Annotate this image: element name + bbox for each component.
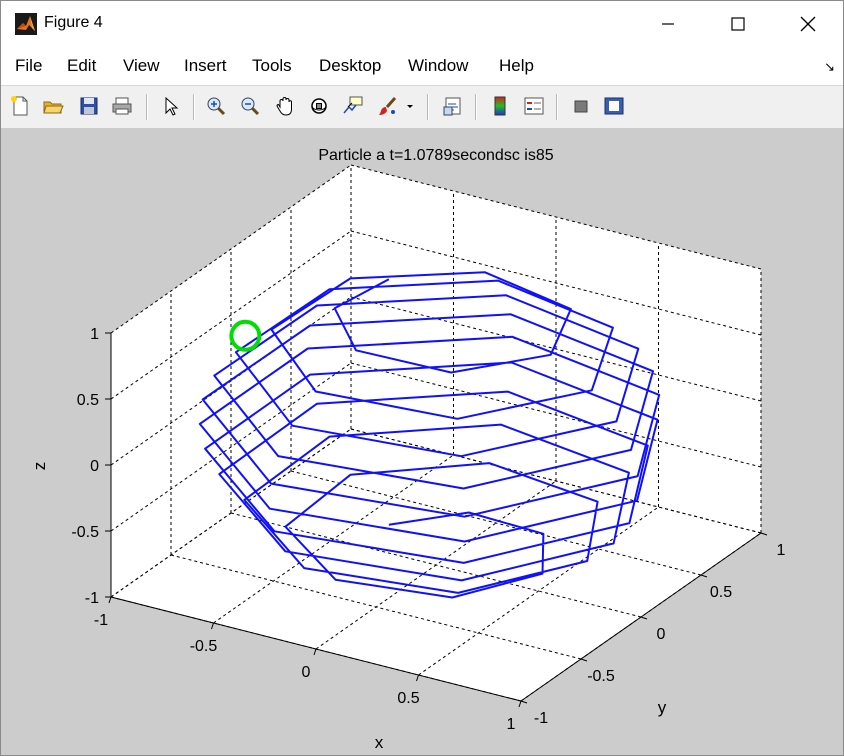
maximize-button[interactable] — [703, 1, 773, 47]
tick-labels: -1 -0.5 0 0.5 1 -1 -0.5 0 0.5 1 -1 -0.5 0 0.5 1 — [71, 326, 785, 733]
zoom-out-icon[interactable] — [237, 92, 263, 120]
grid-line — [418, 506, 659, 676]
legend-icon[interactable] — [521, 92, 547, 120]
maximize-icon — [731, 17, 745, 31]
z-tick-label: 1 — [90, 326, 99, 343]
menu-window[interactable]: Window — [408, 56, 469, 75]
rotate-3d-icon[interactable] — [306, 92, 332, 120]
grid-line — [350, 164, 762, 270]
x-tick-label: -1 — [94, 612, 108, 629]
y-tick-mark — [580, 658, 588, 662]
y-tick-mark — [700, 574, 708, 578]
y-tick-mark — [760, 532, 768, 536]
z-tick-label: 0.5 — [77, 392, 99, 409]
grid-line — [290, 470, 702, 576]
plot-3d-axes[interactable]: Particle a t=1.0789secondsc is85 -1 -0.5 0… — [1, 128, 843, 755]
colorbar-icon[interactable] — [487, 92, 513, 120]
print-icon[interactable] — [109, 92, 135, 120]
close-button[interactable] — [773, 1, 843, 47]
particle-marker-circle — [229, 319, 262, 352]
x-axis-label: x — [375, 733, 384, 752]
menu-desktop[interactable]: Desktop — [319, 56, 382, 75]
menu-help[interactable]: Help — [499, 56, 534, 75]
y-tick-label: 0 — [657, 626, 666, 643]
hide-plot-tools-icon[interactable] — [568, 92, 594, 120]
y-tick-mark — [520, 700, 528, 704]
menu-bar: File Edit View Insert Tools Desktop Wind… — [1, 47, 843, 85]
select-arrow-icon[interactable] — [158, 92, 184, 120]
dock-figure-icon[interactable]: ↘ — [824, 59, 835, 74]
data-cursor-icon[interactable] — [340, 92, 366, 120]
x-tick-label: 1 — [507, 716, 516, 733]
z-tick-label: -0.5 — [71, 524, 99, 541]
zoom-in-icon[interactable] — [203, 92, 229, 120]
y-tick-mark — [640, 616, 648, 620]
y-tick-label: 1 — [777, 542, 786, 559]
x-tick-mark — [108, 596, 112, 604]
x-tick-mark — [211, 622, 214, 630]
menu-tools[interactable]: Tools — [252, 56, 292, 75]
open-file-icon[interactable] — [40, 92, 66, 120]
grid-line — [350, 230, 762, 336]
y-axis-label: y — [658, 698, 667, 717]
grid-line — [110, 230, 352, 400]
brush-dropdown-icon[interactable] — [403, 92, 417, 120]
show-plot-tools-icon[interactable] — [601, 92, 627, 120]
save-icon[interactable] — [76, 92, 102, 120]
grid-line — [230, 512, 642, 618]
plot-title: Particle a t=1.0789secondsc is85 — [318, 147, 553, 164]
trajectory — [198, 271, 661, 599]
particle-marker — [229, 319, 262, 352]
x-tick-mark — [313, 648, 317, 656]
x-tick-label: 0.5 — [397, 690, 419, 707]
minimize-button[interactable] — [633, 1, 703, 47]
z-tick-label: 0 — [90, 458, 99, 475]
close-icon — [800, 16, 816, 32]
menu-view[interactable]: View — [123, 56, 160, 75]
x-tick-label: -0.5 — [190, 638, 218, 655]
menu-insert[interactable]: Insert — [184, 56, 227, 75]
menu-edit[interactable]: Edit — [67, 56, 97, 75]
x-tick-mark — [518, 700, 522, 708]
y-tick-label: -0.5 — [587, 668, 615, 685]
grid-line — [110, 164, 352, 334]
brush-icon[interactable] — [375, 92, 401, 120]
grid-line — [350, 296, 762, 402]
figure-toolbar — [1, 85, 843, 129]
new-figure-icon[interactable] — [7, 92, 33, 120]
trajectory-line — [198, 271, 661, 599]
x-tick-label: 0 — [302, 664, 311, 681]
x-tick-mark — [416, 674, 419, 682]
z-axis-label: z — [30, 462, 49, 471]
menu-file[interactable]: File — [15, 56, 43, 75]
y-tick-label: 0.5 — [710, 584, 732, 601]
minimize-icon — [662, 23, 674, 25]
grid-line — [213, 454, 454, 624]
title-bar: Figure 4 — [1, 1, 843, 47]
link-plot-icon[interactable] — [440, 92, 466, 120]
matlab-logo-icon — [15, 13, 37, 35]
window-title: Figure 4 — [44, 14, 103, 31]
pan-hand-icon[interactable] — [272, 92, 298, 120]
figure-canvas: Particle a t=1.0789secondsc is85 -1 -0.5 0… — [1, 128, 843, 755]
z-tick-label: -1 — [85, 590, 99, 607]
y-tick-label: -1 — [534, 710, 548, 727]
